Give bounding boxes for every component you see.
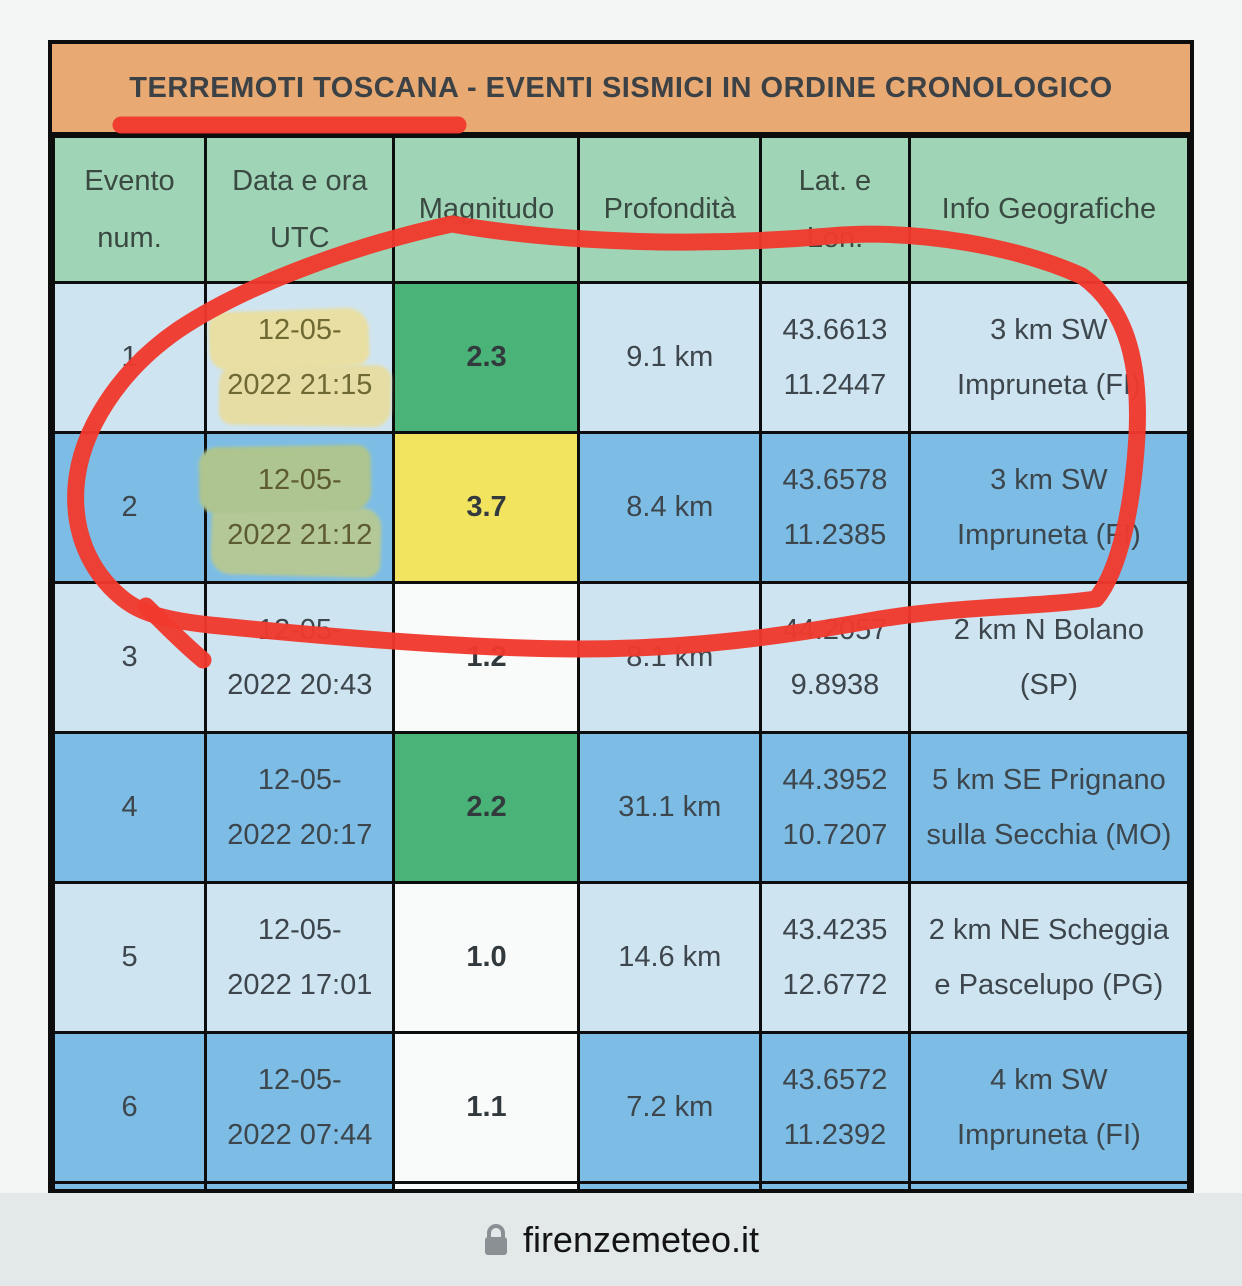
- depth-cell: 8.4 km: [577, 431, 763, 584]
- table-row: 5 12-05- 2022 17:01 1.0 14.6 km 43.4235 12…: [52, 881, 1190, 1034]
- table-row: 6 12-05- 2022 07:44 1.1 7.2 km 43.6572 11.…: [52, 1031, 1190, 1184]
- latlon-cell: 43.6578 11.2385: [759, 431, 911, 584]
- table-row: 1 12-05- 2022 21:15 2.3 9.1 km 43.6613 11.…: [52, 281, 1190, 434]
- datetime-cell: 12-05- 2022 21:12: [198, 431, 396, 584]
- table-body: 1 12-05- 2022 21:15 2.3 9.1 km 43.6613 11.…: [52, 281, 1190, 1189]
- magnitude-cell: 2.3: [392, 281, 581, 434]
- latlon-cell: 44.2057 9.8938: [759, 581, 911, 734]
- header-row: Evento num. Data e ora UTC Magnitudo Profondi…: [52, 135, 1190, 284]
- latlon-cell: 44.3952 10.7207: [759, 731, 911, 884]
- magnitude-cell: 2.2: [392, 731, 581, 884]
- depth-cell: 7.2 km: [577, 1031, 763, 1184]
- datetime-cell: [204, 1181, 396, 1189]
- event-number-cell: 2: [52, 431, 208, 584]
- url-text: firenzemeteo.it: [522, 1218, 760, 1260]
- magnitude-cell: 1.1: [392, 1031, 581, 1184]
- column-header: Data e ora UTC: [204, 135, 396, 284]
- geo-info-cell: 2 km NE Scheggia e Pascelupo (PG): [907, 881, 1190, 1034]
- event-number-cell: 1: [52, 281, 208, 434]
- column-header: Info Geografiche: [907, 135, 1190, 284]
- earthquake-table: TERREMOTI TOSCANA - EVENTI SISMICI IN OR…: [48, 40, 1194, 1193]
- table-row: 3 12-05- 2022 20:43 1.2 8.1 km 44.2057 9.8…: [52, 581, 1190, 734]
- datetime-cell: 12-05- 2022 20:17: [204, 731, 396, 884]
- table-row: 4 12-05- 2022 20:17 2.2 31.1 km 44.3952 10…: [52, 731, 1190, 884]
- event-number-cell: 3: [52, 581, 208, 734]
- browser-url-bar[interactable]: firenzemeteo.it: [0, 1193, 1242, 1286]
- magnitude-cell: [392, 1181, 581, 1189]
- events-table: Evento num. Data e ora UTC Magnitudo Profondi…: [52, 135, 1190, 1189]
- table-title-bar: TERREMOTI TOSCANA - EVENTI SISMICI IN OR…: [52, 44, 1190, 135]
- column-header: Profondità: [577, 135, 763, 284]
- latlon-cell: [759, 1181, 911, 1189]
- event-number-cell: 6: [52, 1031, 208, 1184]
- depth-cell: 9.1 km: [577, 281, 763, 434]
- geo-info-cell: 5 km SE Prignano sulla Secchia (MO): [907, 731, 1190, 884]
- latlon-cell: 43.4235 12.6772: [759, 881, 911, 1034]
- geo-info-cell: [907, 1181, 1190, 1189]
- table-title: TERREMOTI TOSCANA - EVENTI SISMICI IN OR…: [129, 71, 1113, 104]
- table-row: [52, 1181, 1190, 1189]
- event-number-cell: 5: [52, 881, 208, 1034]
- column-header: Lat. e Lon.: [759, 135, 911, 284]
- geo-info-cell: 4 km SW Impruneta (FI): [907, 1031, 1190, 1184]
- depth-cell: 31.1 km: [577, 731, 763, 884]
- magnitude-cell: 1.2: [392, 581, 581, 734]
- depth-cell: [577, 1181, 763, 1189]
- datetime-cell: 12-05- 2022 17:01: [204, 881, 396, 1034]
- event-number-cell: 4: [52, 731, 208, 884]
- column-header: Magnitudo: [392, 135, 581, 284]
- column-header: Evento num.: [52, 135, 208, 284]
- depth-cell: 14.6 km: [577, 881, 763, 1034]
- table-row: 2 12-05- 2022 21:12 3.7 8.4 km 43.6578 11.…: [52, 431, 1190, 584]
- magnitude-cell: 3.7: [392, 431, 581, 584]
- datetime-cell: 12-05- 2022 07:44: [204, 1031, 396, 1184]
- magnitude-cell: 1.0: [392, 881, 581, 1034]
- lock-icon: [484, 1223, 507, 1255]
- latlon-cell: 43.6572 11.2392: [759, 1031, 911, 1184]
- geo-info-cell: 3 km SW Impruneta (FI): [907, 431, 1190, 584]
- geo-info-cell: 3 km SW Impruneta (FI): [907, 281, 1190, 434]
- depth-cell: 8.1 km: [577, 581, 763, 734]
- geo-info-cell: 2 km N Bolano (SP): [907, 581, 1190, 734]
- datetime-cell: 12-05- 2022 20:43: [204, 581, 396, 734]
- latlon-cell: 43.6613 11.2447: [759, 281, 911, 434]
- datetime-cell: 12-05- 2022 21:15: [204, 281, 396, 434]
- event-number-cell: [52, 1181, 208, 1189]
